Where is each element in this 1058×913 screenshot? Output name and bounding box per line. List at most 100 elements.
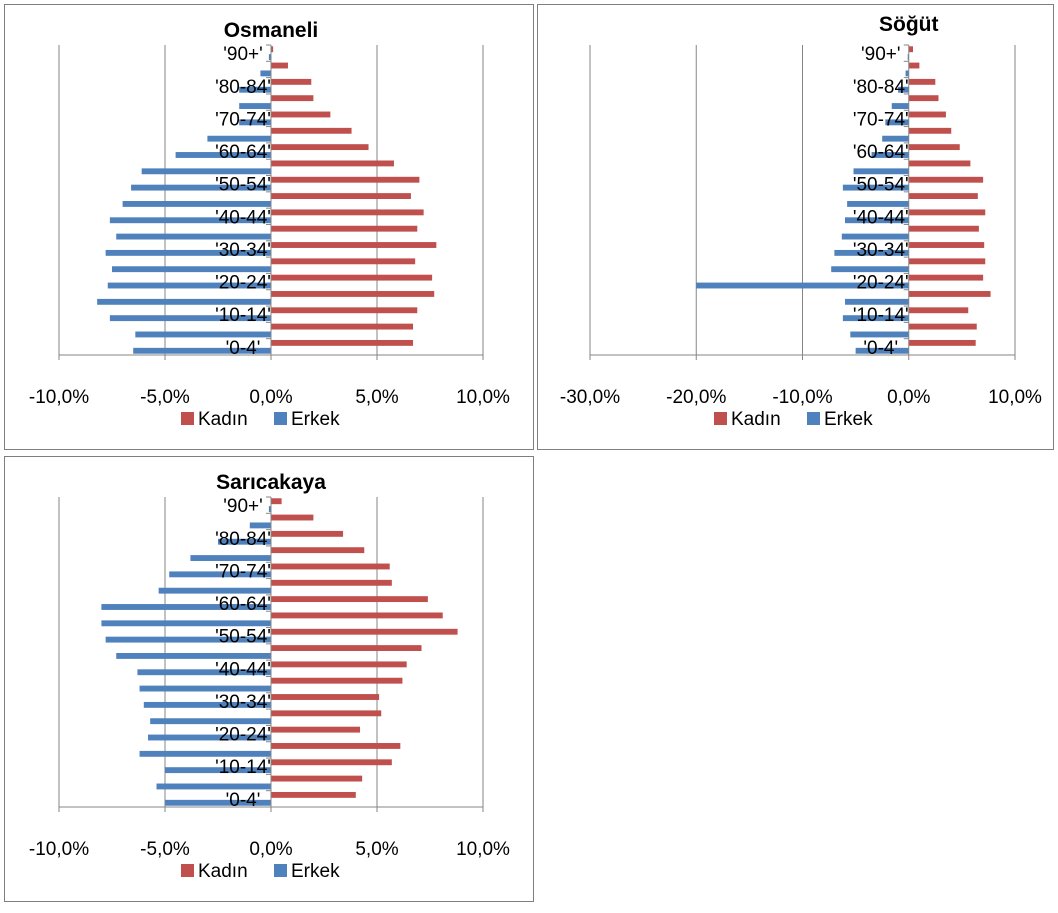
x-tick-label: -10,0%	[29, 387, 89, 408]
bar-kadin	[908, 307, 969, 314]
bar-erkek	[105, 636, 271, 643]
bar-erkek	[882, 135, 909, 142]
x-tick-label: -30,0%	[560, 387, 620, 408]
legend-swatch-erkek	[274, 412, 287, 425]
bar-erkek	[109, 315, 271, 322]
chart-osmaneli-svg: '0-4' '10-14' '20-24' '30-34' '40-44' '50-54'…	[29, 19, 510, 430]
bar-erkek	[845, 298, 909, 305]
bar-kadin	[271, 78, 312, 85]
bar-kadin	[908, 323, 977, 330]
bar-kadin	[908, 209, 986, 216]
bar-kadin	[908, 242, 985, 248]
category-label: '90+'	[223, 496, 262, 517]
bar-kadin	[271, 645, 422, 651]
category-label: '90+'	[223, 44, 262, 65]
bar-kadin	[271, 775, 363, 782]
bar-kadin	[271, 694, 380, 700]
bar-erkek	[268, 506, 271, 513]
bar-erkek	[871, 152, 909, 158]
x-tick-label: -10,0%	[29, 839, 89, 860]
bar-erkek	[135, 331, 271, 338]
bar-kadin	[271, 176, 420, 183]
legend: Kadın Erkek	[714, 409, 873, 430]
bar-kadin	[271, 144, 369, 151]
legend-swatch-kadin	[714, 412, 727, 425]
bar-kadin	[271, 661, 407, 668]
bar-erkek	[218, 538, 271, 545]
bar-kadin	[908, 193, 978, 199]
legend-swatch-erkek	[274, 864, 287, 877]
category-label: '20-24'	[215, 725, 271, 746]
bar-kadin	[908, 258, 986, 265]
bar-kadin	[271, 160, 394, 167]
bar-erkek	[249, 522, 271, 529]
x-tick-label: 5,0%	[355, 387, 398, 408]
legend-swatch-kadin	[181, 412, 194, 425]
bar-erkek	[907, 54, 909, 61]
bar-erkek	[898, 86, 909, 93]
bar-kadin	[908, 339, 976, 346]
bar-erkek	[109, 217, 271, 224]
bar-kadin	[908, 95, 939, 102]
bar-erkek	[158, 587, 271, 594]
category-label: '40-44'	[215, 659, 271, 680]
bar-erkek	[141, 168, 271, 175]
legend-label-erkek: Erkek	[824, 409, 873, 430]
bar-kadin	[271, 95, 314, 102]
legend-label-erkek: Erkek	[291, 861, 340, 882]
bar-kadin	[908, 176, 984, 183]
category-label: '20-24'	[853, 273, 909, 294]
bar-kadin	[271, 242, 437, 248]
bar-kadin	[271, 677, 403, 684]
bar-erkek	[101, 604, 272, 610]
bar-erkek	[131, 184, 271, 191]
bar-kadin	[271, 514, 314, 521]
bar-kadin	[271, 596, 428, 603]
category-label: '90+'	[861, 44, 900, 65]
category-label: '10-14'	[215, 305, 271, 326]
x-tick-label: 10,0%	[988, 387, 1042, 408]
bar-erkek	[139, 685, 271, 692]
bar-kadin	[271, 530, 344, 537]
bar-erkek	[850, 331, 909, 338]
chart-title: Söğüt	[879, 13, 938, 36]
bar-erkek	[847, 201, 909, 207]
bar-erkek	[165, 799, 271, 806]
chart-title: Sarıcakaya	[216, 471, 326, 494]
bar-kadin	[271, 274, 433, 281]
bar-kadin	[908, 160, 971, 167]
category-label: '60-64'	[853, 142, 909, 163]
bar-erkek	[239, 86, 271, 93]
bar-erkek	[116, 233, 272, 240]
bar-kadin	[271, 62, 288, 69]
bar-erkek	[268, 54, 271, 61]
legend-swatch-kadin	[181, 864, 194, 877]
bar-erkek	[845, 217, 909, 224]
bar-erkek	[855, 347, 909, 354]
category-label: '50-54'	[215, 175, 271, 196]
bar-kadin	[271, 726, 361, 733]
bar-erkek	[165, 767, 271, 774]
chart-osmaneli: '0-4' '10-14' '20-24' '30-34' '40-44' '50-54'…	[4, 4, 534, 450]
bar-kadin	[908, 111, 946, 118]
category-label: '60-64'	[215, 594, 271, 615]
bar-erkek	[139, 750, 271, 757]
x-tick-label: 10,0%	[456, 839, 510, 860]
x-tick-label: 10,0%	[456, 387, 510, 408]
bar-erkek	[842, 184, 909, 191]
bar-kadin	[271, 579, 392, 586]
bar-kadin	[908, 78, 936, 85]
x-tick-label: 0,0%	[249, 839, 292, 860]
legend-swatch-erkek	[807, 412, 820, 425]
x-tick-label: -5,0%	[140, 387, 190, 408]
x-tick-label: 0,0%	[887, 387, 930, 408]
bar-kadin	[908, 46, 913, 53]
bar-erkek	[101, 620, 272, 627]
category-label: '30-34'	[853, 240, 909, 261]
bar-kadin	[271, 547, 365, 554]
bar-kadin	[271, 628, 458, 635]
category-label: '10-14'	[215, 757, 271, 778]
category-label: '30-34'	[215, 240, 271, 261]
bar-kadin	[271, 339, 414, 346]
category-label: '10-14'	[853, 305, 909, 326]
